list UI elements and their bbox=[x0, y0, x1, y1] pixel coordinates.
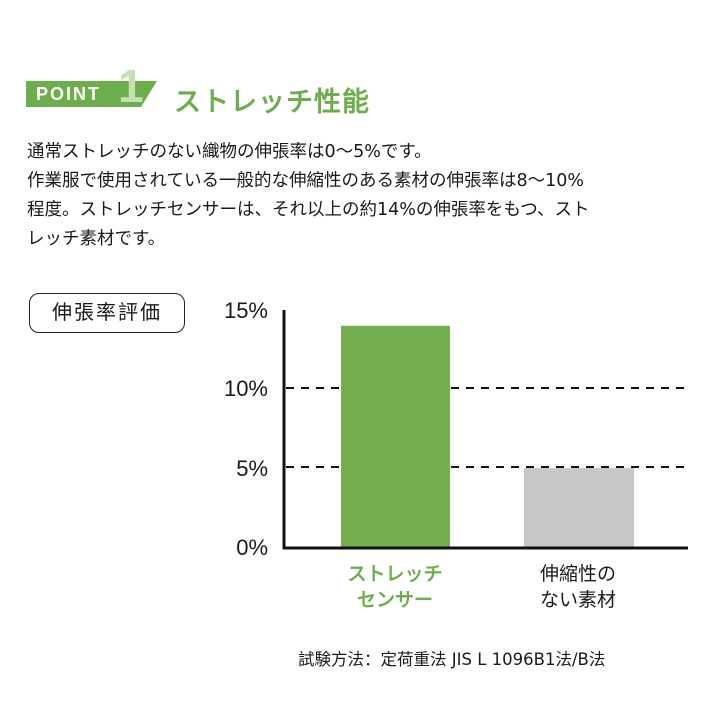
section-title: ストレッチ性能 bbox=[174, 87, 370, 118]
badge-label: POINT bbox=[36, 84, 102, 104]
test-method-note: 試験方法：定荷重法 JIS L 1096B1法/B法 bbox=[298, 650, 606, 669]
description-line: 通常ストレッチのない織物の伸張率は0〜5%です。 bbox=[27, 142, 432, 162]
bar-non-stretch bbox=[524, 468, 634, 547]
chart-section-label: 伸張率評価 bbox=[29, 293, 185, 333]
description-line: 作業服で使用されている一般的な伸縮性のある素材の伸張率は8〜10% bbox=[27, 171, 585, 191]
bar-stretch-sensor bbox=[341, 325, 450, 547]
ytick-10: 10% bbox=[223, 376, 268, 401]
point-badge: 1 POINT bbox=[26, 63, 157, 109]
ytick-5: 5% bbox=[236, 456, 268, 481]
description: 通常ストレッチのない織物の伸張率は0〜5%です。 作業服で使用されている一般的な… bbox=[27, 138, 707, 254]
badge-number: 1 bbox=[118, 60, 144, 112]
badge-background bbox=[26, 81, 157, 107]
ytick-0: 0% bbox=[236, 535, 268, 560]
xlabel-non-stretch: 伸縮性の ない素材 bbox=[539, 563, 616, 611]
xlabel-stretch-sensor: ストレッチ センサー bbox=[347, 563, 443, 611]
description-line: レッチ素材です。 bbox=[27, 229, 166, 249]
ytick-15: 15% bbox=[223, 298, 268, 323]
description-line: 程度。ストレッチセンサーは、それ以上の約14%の伸張率をもつ、スト bbox=[27, 200, 590, 220]
